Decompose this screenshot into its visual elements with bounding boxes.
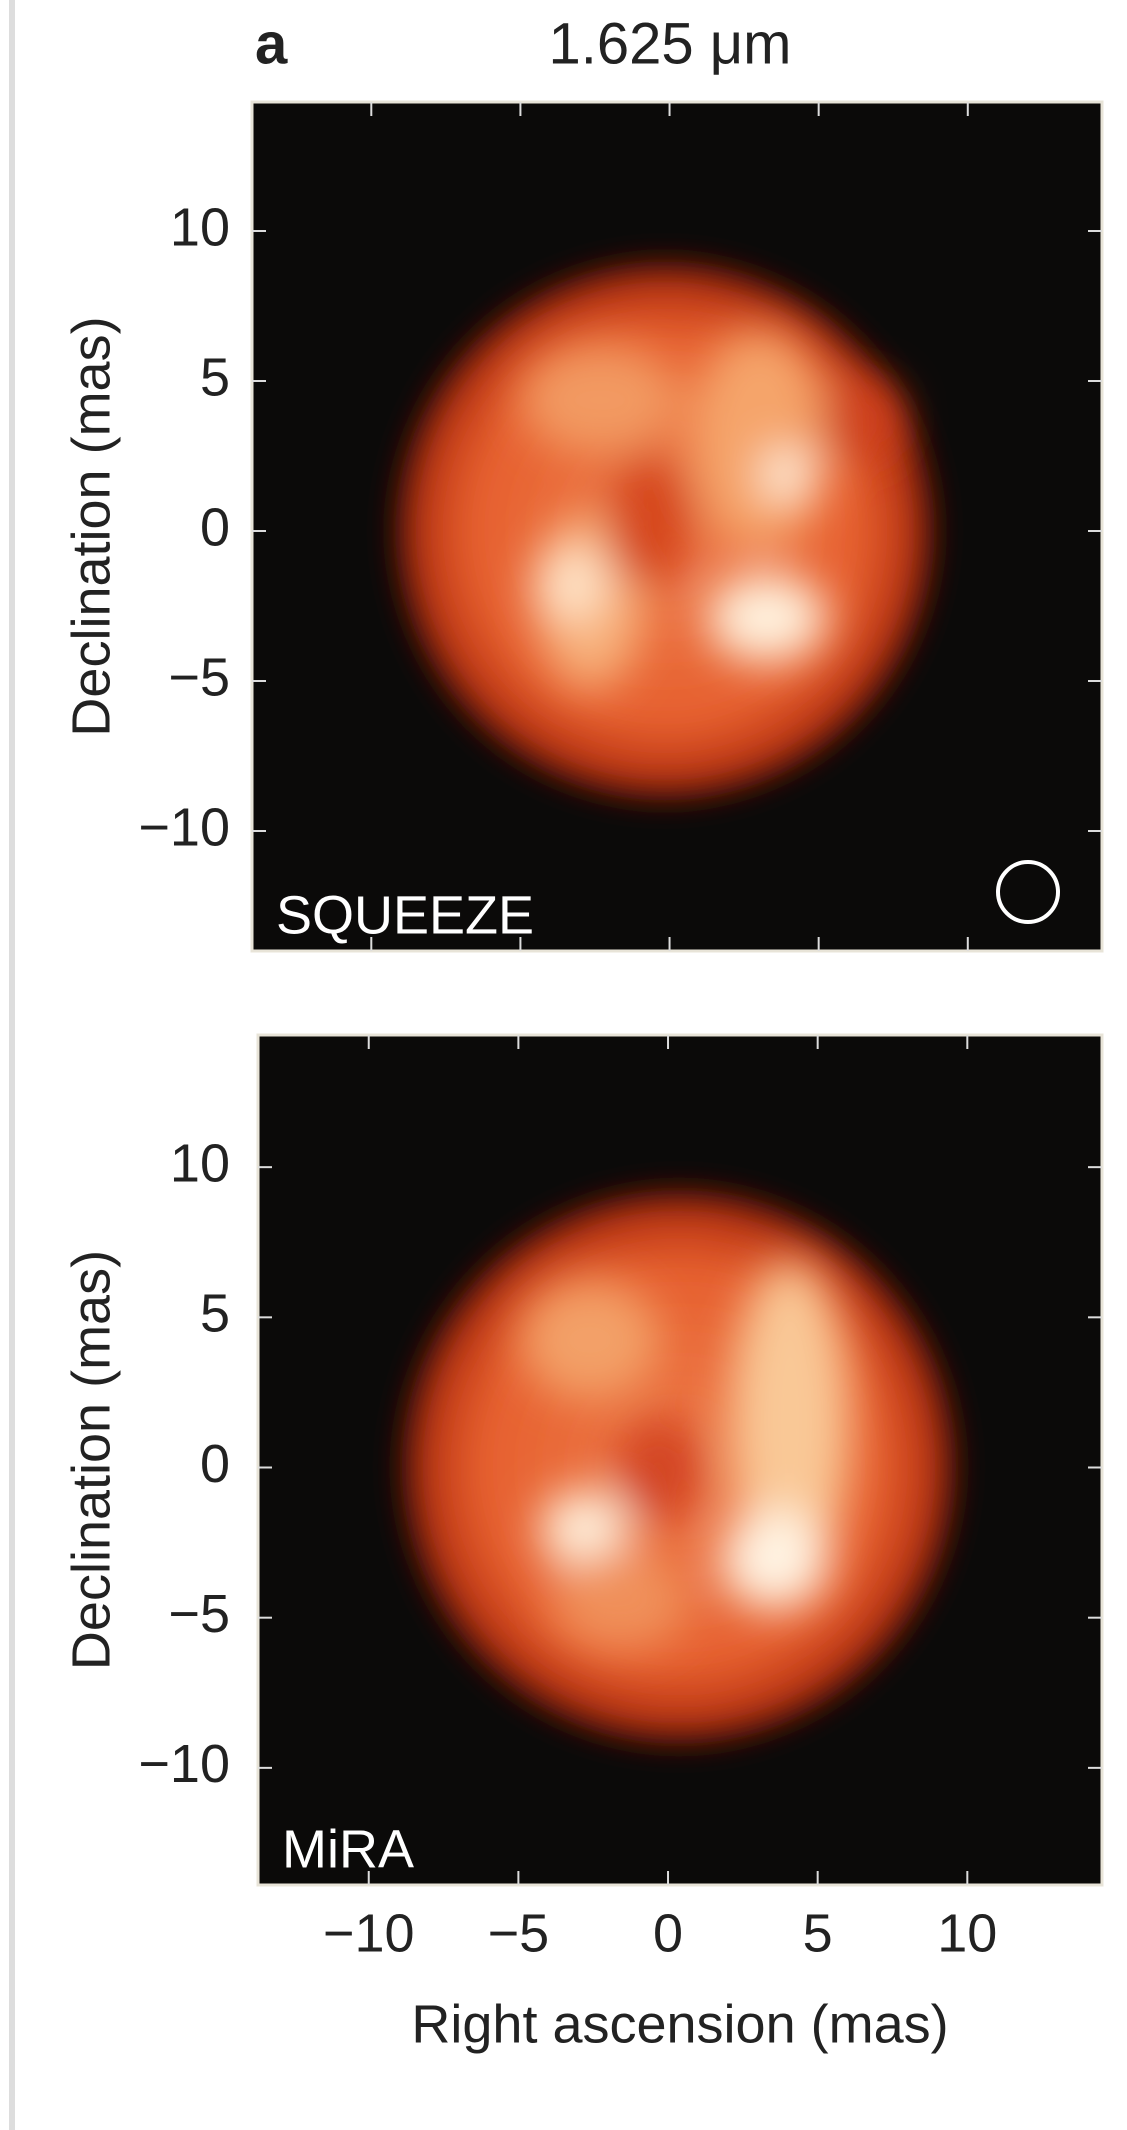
panel-frame [250, 100, 1104, 953]
x-tick-label: 0 [653, 1903, 683, 1963]
y-axis-title: Declination (mas) [61, 316, 121, 736]
x-tick-label: 10 [937, 1903, 997, 1963]
panel-frame [256, 1033, 1104, 1887]
y-tick-label: −5 [168, 647, 230, 707]
x-axis-title: Right ascension (mas) [411, 1994, 948, 2054]
figure-label: a [255, 11, 288, 76]
y-tick-label: 0 [200, 497, 230, 557]
y-axis-title: Declination (mas) [61, 1250, 121, 1670]
chart-title: 1.625 μm [549, 11, 792, 76]
y-tick-label: −10 [138, 1734, 230, 1794]
star-image [393, 259, 959, 1747]
y-tick-label: 10 [170, 197, 230, 257]
x-tick-label: −10 [323, 1903, 415, 1963]
panel-label: SQUEEZE [276, 885, 534, 945]
y-tick-label: −5 [168, 1584, 230, 1644]
x-tick-label: 5 [803, 1903, 833, 1963]
x-tick-label: −5 [488, 1903, 550, 1963]
y-tick-label: 5 [200, 1284, 230, 1344]
y-tick-label: 5 [200, 347, 230, 407]
beam-marker [996, 860, 1060, 924]
panel-label: MiRA [282, 1819, 414, 1879]
y-tick-label: −10 [138, 797, 230, 857]
y-tick-label: 10 [170, 1133, 230, 1193]
y-tick-label: 0 [200, 1434, 230, 1494]
